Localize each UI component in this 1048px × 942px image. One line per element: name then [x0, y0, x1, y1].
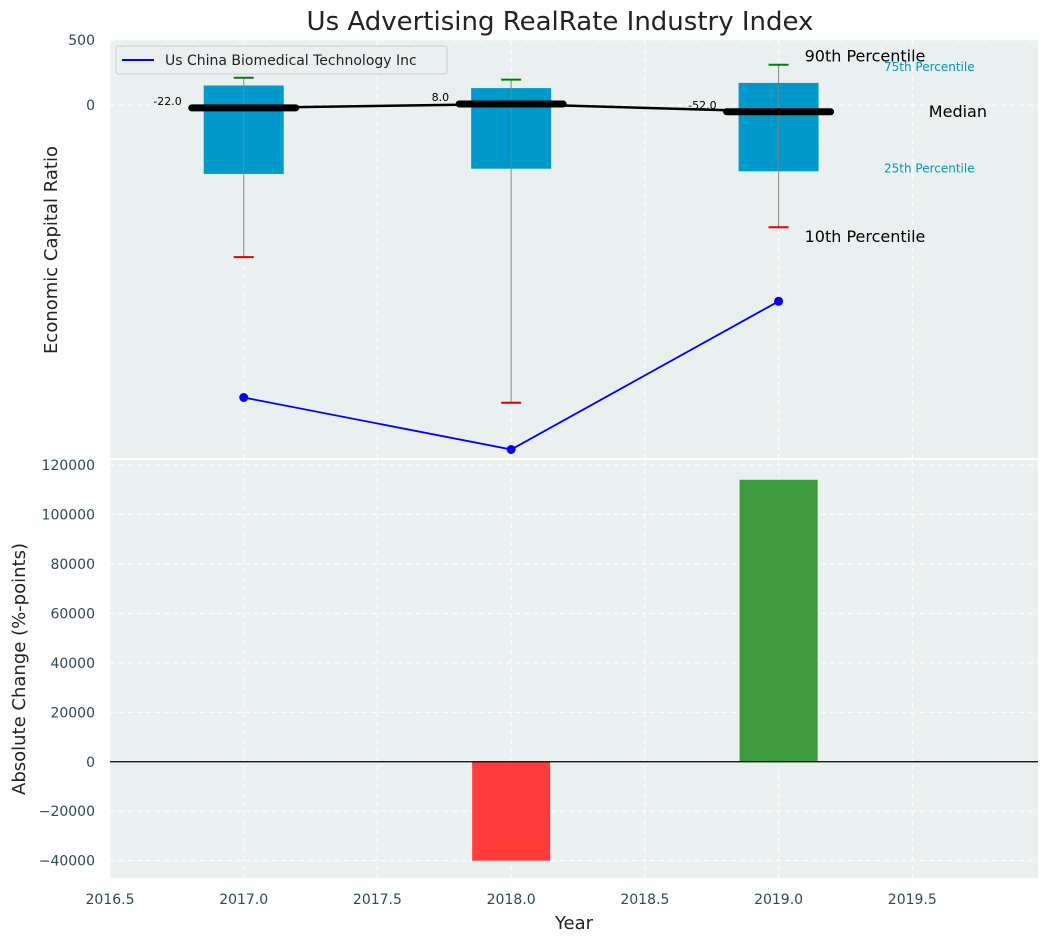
median-value-label: 8.0: [432, 91, 450, 104]
x-axis-title: Year: [554, 913, 594, 934]
annotation-25th-percentile: 25th Percentile: [884, 161, 975, 175]
median-value-label: -22.0: [153, 95, 181, 108]
company-point: [506, 445, 516, 454]
bottom-y-axis-title: Absolute Change (%-points): [9, 543, 30, 795]
median-trend-line: [243, 102, 779, 114]
annotation-90th-percentile: 90th Percentile: [805, 47, 926, 66]
legend-label: Us China Biomedical Technology Inc: [165, 53, 417, 69]
company-point: [774, 296, 784, 306]
bottom-panel-background: [110, 460, 1038, 878]
bottom-y-tick-label: 0: [86, 755, 95, 771]
x-tick-label: 2016.5: [86, 892, 135, 908]
bottom-y-tick-label: −20000: [39, 804, 95, 820]
bottom-y-tick-label: −40000: [39, 854, 95, 870]
bottom-panel: 120000 100000 80000 60000 40000 20000 0 −20000 −…: [9, 458, 1038, 934]
x-ticks: 2016.5 2017.0 2017.5 2018.0 2018.5 2019.0 2019…: [86, 892, 937, 908]
top-y-tick-label: 500: [68, 33, 95, 49]
chart-title: Us Advertising RealRate Industry Index: [307, 7, 814, 37]
top-y-axis-title: Economic Capital Ratio: [41, 146, 62, 354]
x-tick-label: 2019.0: [754, 892, 803, 908]
annotation-10th-percentile: 10th Percentile: [805, 227, 926, 246]
bottom-y-tick-label: 100000: [42, 507, 95, 523]
bottom-y-tick-label: 80000: [50, 557, 95, 573]
top-y-tick-label: 0: [86, 98, 95, 114]
change-bars: [472, 479, 818, 861]
bottom-y-tick-label: 120000: [42, 458, 95, 474]
legend-box: [115, 45, 448, 75]
top-y-ticks: 500 0: [68, 33, 95, 114]
annotation-75th-percentile: 75th Percentile: [884, 60, 975, 74]
x-tick-label: 2018.0: [487, 892, 536, 908]
bar-positive: [739, 479, 818, 762]
x-tick-label: 2017.5: [353, 892, 402, 908]
bottom-grid: [109, 460, 1038, 878]
x-tick-label: 2019.5: [888, 892, 937, 908]
bar-negative: [472, 761, 551, 861]
company-point: [239, 393, 249, 402]
annotation-median: Median: [929, 102, 987, 121]
bottom-y-tick-label: 40000: [50, 656, 95, 672]
bottom-y-tick-label: 20000: [50, 705, 95, 721]
legend: Us China Biomedical Technology Inc: [115, 45, 448, 75]
percentile-annotations: 90th Percentile 75th Percentile Median 2…: [805, 47, 987, 246]
box-plot: -22.0 8.0-52.0: [153, 63, 835, 404]
company-series: [239, 296, 784, 454]
x-tick-label: 2018.5: [620, 892, 669, 908]
bottom-y-ticks: 120000 100000 80000 60000 40000 20000 0 −20000 −…: [39, 458, 95, 870]
bottom-y-tick-label: 60000: [50, 606, 95, 622]
x-tick-label: 2017.0: [219, 892, 268, 908]
